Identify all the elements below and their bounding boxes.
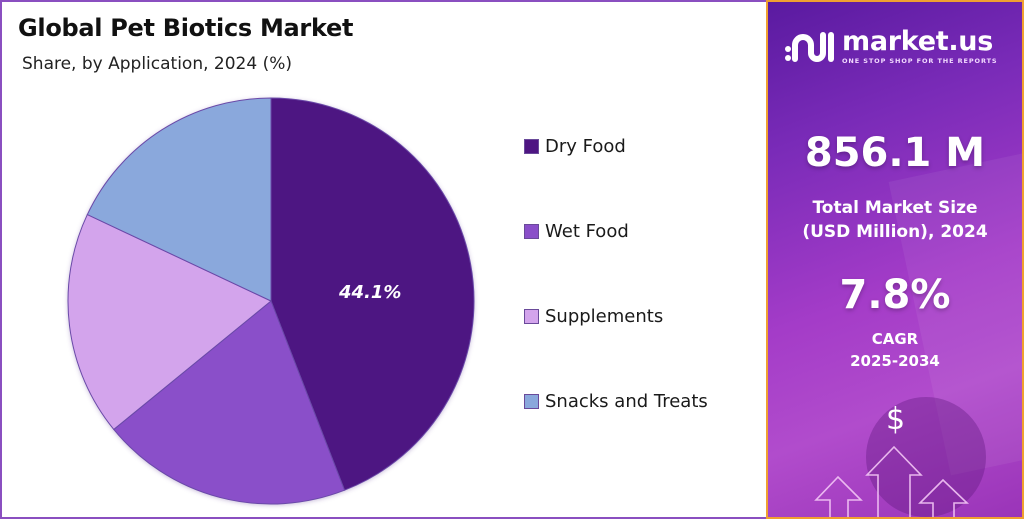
legend-item-wet-food: Wet Food bbox=[524, 217, 708, 245]
growth-arrows-icon bbox=[814, 445, 969, 517]
market-summary-panel: market.us ONE STOP SHOP FOR THE REPORTS … bbox=[766, 0, 1024, 519]
cagr-value: 7.8% bbox=[839, 272, 951, 318]
pie-slice-wet-food bbox=[113, 300, 346, 505]
pie-chart-svg bbox=[67, 97, 475, 505]
chart-legend: Dry Food Wet Food Supplements Snacks and… bbox=[524, 132, 708, 472]
legend-label: Wet Food bbox=[545, 220, 629, 242]
legend-item-supplements: Supplements bbox=[524, 302, 708, 330]
cagr-label: CAGR 2025-2034 bbox=[768, 328, 1022, 372]
legend-swatch-wet-food bbox=[524, 223, 539, 239]
cagr-label-line2: 2025-2034 bbox=[850, 352, 940, 370]
legend-swatch-dry-food bbox=[524, 138, 539, 154]
legend-label: Dry Food bbox=[545, 135, 626, 157]
dollar-icon: $ bbox=[886, 402, 906, 437]
cagr-label-line1: CAGR bbox=[871, 330, 919, 348]
market-size-label-line2: (USD Million), 2024 bbox=[802, 222, 988, 242]
pie-slice-snacks-and-treats bbox=[86, 97, 272, 302]
legend-label: Snacks and Treats bbox=[545, 390, 708, 412]
brand-name: market.us bbox=[842, 26, 993, 57]
dry-food-share-label: 44.1% bbox=[339, 282, 402, 303]
brand-logo: market.us ONE STOP SHOP FOR THE REPORTS bbox=[784, 28, 997, 65]
chart-title: Global Pet Biotics Market bbox=[18, 14, 354, 42]
legend-swatch-snacks-and-treats bbox=[524, 393, 539, 409]
pie-slice-dry-food bbox=[270, 97, 475, 491]
chart-subtitle: Share, by Application, 2024 (%) bbox=[22, 54, 292, 74]
market-us-logo-icon bbox=[785, 31, 834, 62]
legend-item-snacks-and-treats: Snacks and Treats bbox=[524, 387, 708, 415]
brand-tagline: ONE STOP SHOP FOR THE REPORTS bbox=[842, 57, 998, 65]
pie-chart bbox=[62, 92, 482, 512]
legend-label: Supplements bbox=[545, 305, 664, 327]
legend-item-dry-food: Dry Food bbox=[524, 132, 708, 160]
legend-swatch-supplements bbox=[524, 308, 539, 324]
market-size-value: 856.1 M bbox=[804, 130, 986, 176]
market-size-label: Total Market Size (USD Million), 2024 bbox=[768, 196, 1022, 244]
chart-card: Global Pet Biotics Market Share, by Appl… bbox=[0, 0, 766, 519]
market-size-label-line1: Total Market Size bbox=[812, 198, 978, 218]
pie-slice-supplements bbox=[67, 213, 272, 431]
